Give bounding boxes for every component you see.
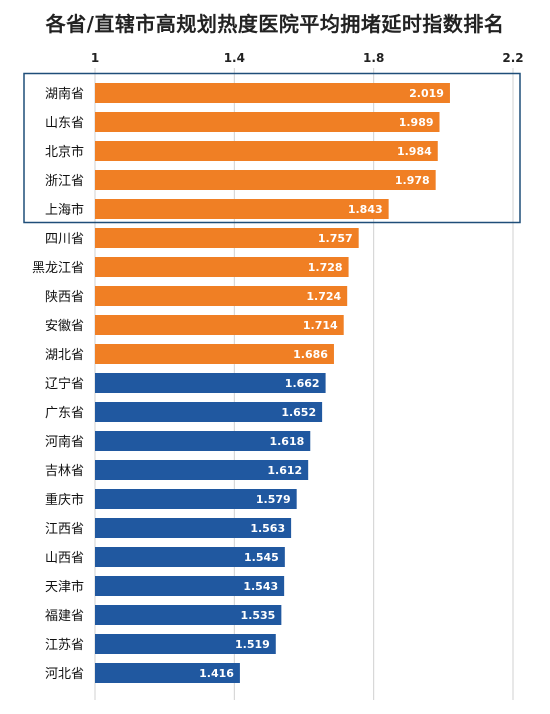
bar: [95, 112, 440, 132]
bar: [95, 170, 436, 190]
category-label: 浙江省: [45, 174, 84, 189]
bar: [95, 286, 348, 306]
bar: [95, 634, 276, 654]
category-label: 河南省: [45, 434, 84, 450]
bar: [95, 199, 389, 219]
bar: [95, 344, 334, 364]
category-label: 四川省: [45, 232, 84, 247]
data-label: 1.714: [303, 319, 338, 332]
data-label: 1.757: [318, 232, 353, 245]
x-tick-label: 1.8: [363, 51, 384, 65]
category-label: 江西省: [45, 522, 84, 537]
data-label: 1.978: [395, 174, 430, 187]
category-label: 福建省: [45, 609, 84, 624]
category-label: 山东省: [45, 116, 84, 131]
bar: [95, 460, 309, 480]
bar: [95, 431, 311, 451]
category-label: 河北省: [45, 667, 84, 682]
bar: [95, 141, 438, 161]
data-label: 1.543: [243, 580, 278, 593]
bar: [95, 489, 297, 509]
x-tick-label: 1: [91, 51, 99, 65]
data-label: 1.519: [235, 638, 270, 651]
bar: [95, 605, 282, 625]
bar: [95, 83, 450, 103]
data-label: 1.984: [397, 145, 432, 158]
category-label: 湖北省: [45, 348, 84, 363]
category-label: 安徽省: [45, 319, 84, 334]
category-label: 山西省: [45, 551, 84, 566]
data-label: 1.686: [293, 348, 328, 361]
data-label: 1.563: [250, 522, 285, 535]
bar: [95, 663, 240, 683]
category-label: 湖南省: [45, 86, 84, 102]
data-label: 1.545: [244, 551, 279, 564]
data-label: 1.989: [399, 116, 434, 129]
highlight-box: [23, 72, 521, 224]
category-label: 广东省: [45, 406, 84, 421]
category-label: 陕西省: [45, 290, 84, 305]
category-label: 天津市: [45, 579, 84, 595]
bar: [95, 518, 292, 538]
data-label: 1.652: [281, 406, 316, 419]
category-label: 黑龙江省: [32, 261, 84, 276]
bar: [95, 547, 285, 567]
bar: [95, 373, 326, 393]
data-label: 1.579: [256, 493, 291, 506]
bar: [95, 315, 344, 335]
category-label: 重庆市: [45, 492, 84, 508]
bar: [95, 576, 285, 596]
data-label: 1.843: [348, 203, 383, 216]
chart-title: 各省/直辖市高规划热度医院平均拥堵延时指数排名: [45, 12, 505, 36]
category-label: 吉林省: [45, 464, 84, 479]
data-label: 1.728: [308, 261, 343, 274]
data-label: 1.416: [199, 667, 234, 680]
data-label: 1.535: [241, 609, 276, 622]
data-label: 2.019: [409, 87, 444, 100]
x-tick-label: 1.4: [224, 51, 245, 65]
category-label: 上海市: [45, 202, 84, 218]
x-tick-label: 2.2: [502, 51, 523, 65]
data-label: 1.724: [306, 290, 341, 303]
bar: [95, 228, 359, 248]
data-label: 1.618: [269, 435, 304, 448]
bar: [95, 257, 349, 277]
data-label: 1.662: [285, 377, 320, 390]
bar: [95, 402, 323, 422]
category-label: 辽宁省: [45, 376, 84, 392]
data-label: 1.612: [267, 464, 302, 477]
category-label: 江苏省: [45, 637, 84, 653]
category-label: 北京市: [45, 144, 84, 160]
